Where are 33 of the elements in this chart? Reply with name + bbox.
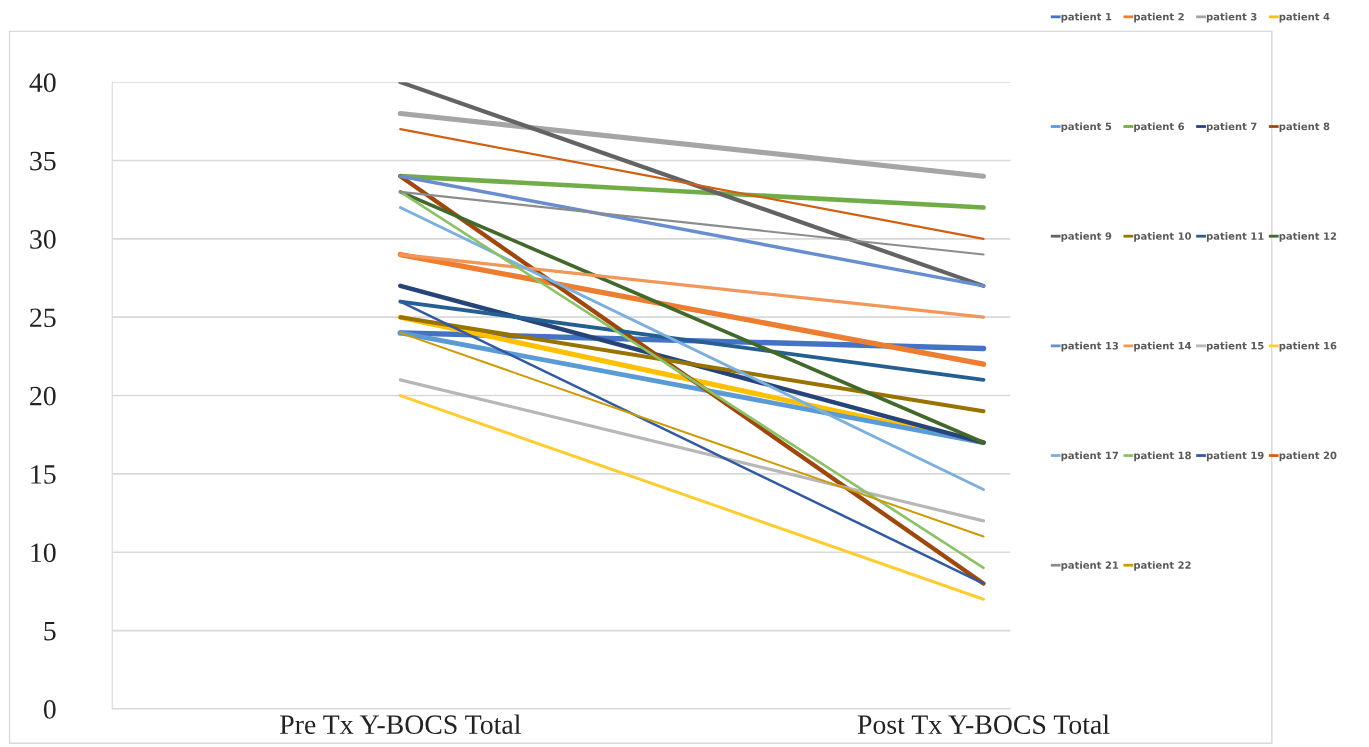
legend-label: patient 22 (1134, 561, 1191, 571)
legend-label: patient 13 (1061, 341, 1119, 352)
legend-label: patient 1 (1061, 12, 1112, 23)
legend-label: patient 2 (1134, 12, 1184, 23)
legend-label: patient 5 (1061, 122, 1112, 133)
y-tick-label: 40 (29, 73, 56, 93)
legend-label: patient 7 (1206, 122, 1257, 133)
legend-label: patient 10 (1134, 232, 1192, 242)
legend-label: patient 18 (1134, 451, 1191, 462)
y-tick-label: 0 (43, 700, 56, 719)
legend-label: patient 11 (1206, 232, 1264, 242)
legend-label: patient 8 (1279, 122, 1330, 133)
legend-label: patient 20 (1279, 451, 1337, 462)
legend-label: patient 15 (1206, 341, 1264, 352)
x-tick-label: Pre Tx Y-BOCS Total (280, 714, 521, 735)
y-tick-label: 35 (30, 151, 56, 171)
x-tick-label: Post Tx Y-BOCS Total (857, 714, 1110, 735)
y-tick-label: 30 (30, 230, 56, 249)
y-tick-label: 25 (30, 308, 56, 328)
legend-label: patient 12 (1279, 232, 1337, 242)
legend-label: patient 14 (1134, 341, 1192, 352)
legend-label: patient 9 (1061, 232, 1112, 242)
legend-label: patient 4 (1279, 12, 1330, 23)
legend-label: patient 19 (1206, 451, 1264, 462)
legend-label: patient 21 (1061, 561, 1119, 571)
legend-label: patient 17 (1061, 451, 1119, 462)
y-tick-label: 15 (31, 465, 56, 484)
y-tick-label: 5 (44, 622, 56, 641)
y-tick-label: 10 (31, 543, 56, 563)
legend-label: patient 6 (1134, 122, 1185, 133)
y-tick-label: 20 (30, 386, 56, 406)
legend-label: patient 16 (1279, 341, 1337, 352)
legend-label: patient 3 (1206, 12, 1257, 23)
